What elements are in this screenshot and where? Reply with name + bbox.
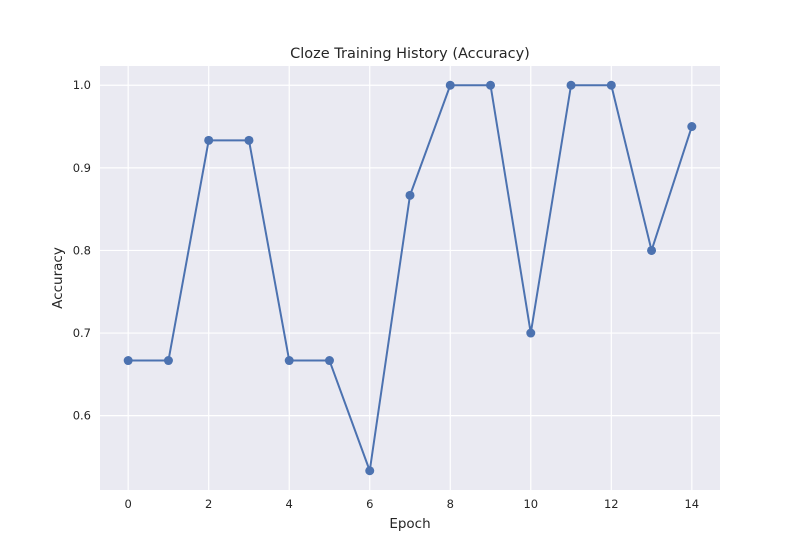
x-axis-label: Epoch bbox=[389, 516, 430, 532]
series-group bbox=[123, 80, 697, 476]
y-axis-label: Accuracy bbox=[50, 247, 66, 309]
data-point-7 bbox=[405, 190, 415, 200]
x-tick-label-3: 6 bbox=[366, 497, 373, 511]
x-tick-label-2: 4 bbox=[286, 497, 293, 511]
data-point-5 bbox=[324, 356, 334, 366]
x-tick-label-7: 14 bbox=[684, 497, 699, 511]
data-point-12 bbox=[606, 80, 616, 90]
data-point-6 bbox=[365, 466, 375, 476]
y-tick-label-0: 0.6 bbox=[73, 409, 91, 423]
data-point-0 bbox=[123, 356, 133, 366]
data-point-10 bbox=[526, 328, 536, 338]
plot-background bbox=[100, 66, 720, 490]
y-tick-label-3: 0.9 bbox=[73, 161, 91, 175]
chart-title: Cloze Training History (Accuracy) bbox=[290, 46, 530, 62]
data-point-9 bbox=[486, 80, 496, 90]
x-tick-label-0: 0 bbox=[125, 497, 132, 511]
y-tick-label-1: 0.7 bbox=[73, 326, 91, 340]
data-point-8 bbox=[445, 80, 455, 90]
data-point-1 bbox=[163, 356, 173, 366]
x-tick-label-1: 2 bbox=[205, 497, 212, 511]
data-point-3 bbox=[244, 135, 254, 145]
data-point-13 bbox=[647, 245, 657, 255]
data-point-2 bbox=[204, 135, 214, 145]
data-point-11 bbox=[566, 80, 576, 90]
data-point-4 bbox=[284, 356, 294, 366]
data-point-14 bbox=[687, 122, 697, 132]
y-tick-label-4: 1.0 bbox=[73, 78, 91, 92]
x-tick-label-6: 12 bbox=[604, 497, 619, 511]
tick-labels: 0 2 4 6 8 10 12 14 0.6 0.7 0.8 0.9 1.0 bbox=[73, 78, 699, 511]
x-tick-label-5: 10 bbox=[523, 497, 538, 511]
x-tick-label-4: 8 bbox=[447, 497, 454, 511]
y-tick-label-2: 0.8 bbox=[73, 243, 91, 257]
